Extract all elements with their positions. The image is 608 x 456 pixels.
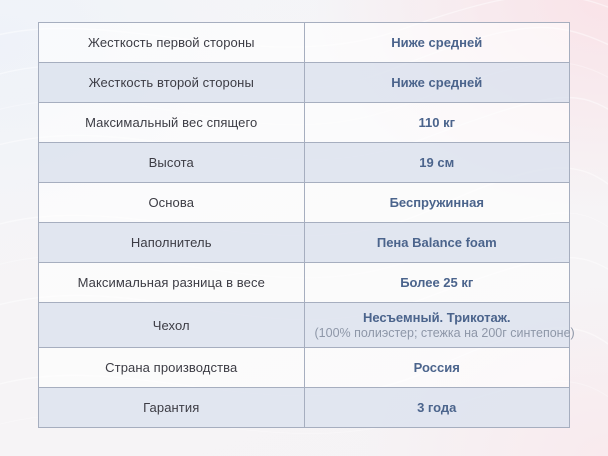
- table-row: Максимальная разница в весе Более 25 кг: [38, 262, 570, 303]
- specs-table: Жесткость первой стороны Ниже средней Же…: [38, 22, 575, 428]
- table-row: Основа Беспружинная: [38, 182, 570, 223]
- table-row: Наполнитель Пена Balance foam: [38, 222, 570, 263]
- spec-value-text: Ниже средней: [391, 75, 483, 90]
- table-row: Жесткость второй стороны Ниже средней: [38, 62, 570, 103]
- spec-label: Максимальная разница в весе: [38, 262, 305, 303]
- spec-value: Ниже средней: [303, 22, 570, 63]
- spec-label: Жесткость первой стороны: [38, 22, 305, 63]
- table-row: Гарантия 3 года: [38, 387, 570, 428]
- spec-value: Пена Balance foam: [303, 222, 570, 263]
- spec-value-text: Ниже средней: [391, 35, 483, 50]
- spec-label: Наполнитель: [38, 222, 305, 263]
- table-row: Максимальный вес спящего 110 кг: [38, 102, 570, 143]
- spec-value-text: Несъемный. Трикотаж.: [362, 310, 511, 325]
- table-row: Страна производства Россия: [38, 347, 570, 388]
- spec-label: Основа: [38, 182, 305, 223]
- spec-value-text: 110 кг: [418, 115, 455, 130]
- spec-value: Несъемный. Трикотаж. (100% полиэстер; ст…: [303, 302, 575, 348]
- spec-value-text: Беспружинная: [389, 195, 484, 210]
- spec-value: 110 кг: [303, 102, 570, 143]
- spec-value: 19 см: [303, 142, 570, 183]
- spec-label: Жесткость второй стороны: [38, 62, 305, 103]
- table-row: Чехол Несъемный. Трикотаж. (100% полиэст…: [38, 302, 575, 348]
- spec-label: Чехол: [38, 302, 305, 348]
- spec-value-note: (100% полиэстер; стежка на 200г синтепон…: [314, 326, 575, 340]
- spec-value: Более 25 кг: [303, 262, 570, 303]
- spec-value: Беспружинная: [303, 182, 570, 223]
- spec-value-text: 19 см: [419, 155, 455, 170]
- table-row: Жесткость первой стороны Ниже средней: [38, 22, 570, 63]
- specs-table-body: Жесткость первой стороны Ниже средней Же…: [38, 22, 575, 428]
- table-row: Высота 19 см: [38, 142, 570, 183]
- spec-value-text: Россия: [413, 360, 460, 375]
- spec-value: Россия: [303, 347, 570, 388]
- spec-value-text: Пена Balance foam: [376, 235, 497, 250]
- spec-label: Страна производства: [38, 347, 305, 388]
- spec-value: Ниже средней: [303, 62, 570, 103]
- spec-value-text: 3 года: [417, 400, 457, 415]
- spec-label: Высота: [38, 142, 305, 183]
- spec-value-text: Более 25 кг: [400, 275, 474, 290]
- spec-value: 3 года: [303, 387, 570, 428]
- spec-label: Максимальный вес спящего: [38, 102, 305, 143]
- spec-label: Гарантия: [38, 387, 305, 428]
